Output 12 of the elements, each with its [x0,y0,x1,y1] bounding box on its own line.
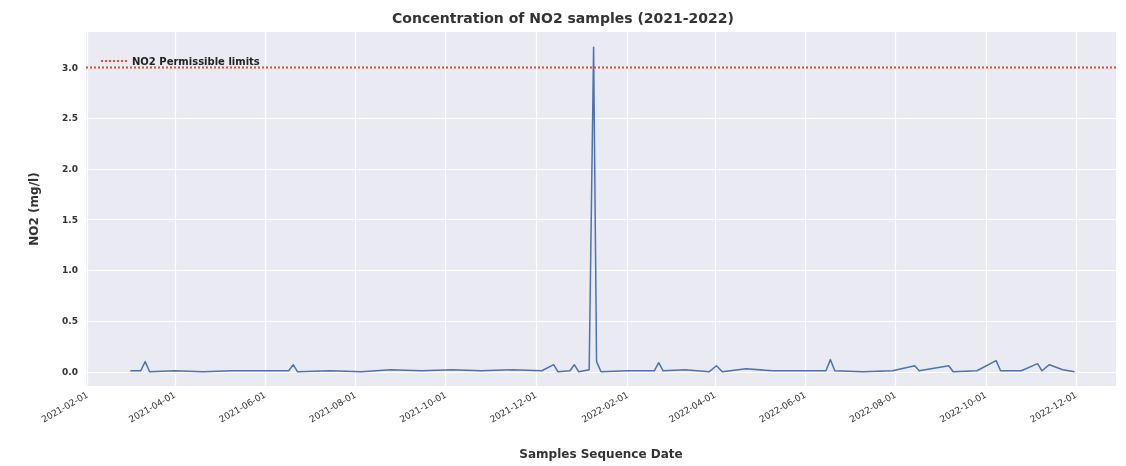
y-axis-title: NO2 (mg/l) [27,172,41,246]
y-tick-label: 3.0 [62,62,78,73]
ref-line-label: NO2 Permissible limits [132,55,260,67]
x-axis-title: Samples Sequence Date [519,447,683,461]
y-tick-label: 1.5 [62,214,78,225]
y-tick-label: 0.5 [62,316,78,327]
line-series [129,46,1076,373]
y-tick-label: 2.0 [62,163,78,174]
y-tick-label: 0.0 [62,366,78,377]
chart-title: Concentration of NO2 samples (2021-2022) [392,10,734,26]
y-tick-label: 1.0 [62,265,78,276]
y-tick-label: 2.5 [62,113,78,124]
